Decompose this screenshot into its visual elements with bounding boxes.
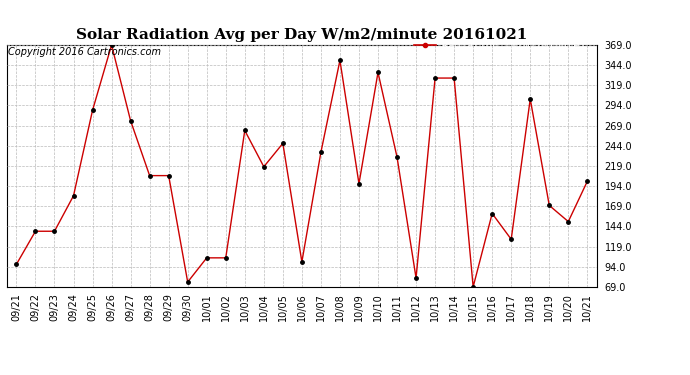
Title: Solar Radiation Avg per Day W/m2/minute 20161021: Solar Radiation Avg per Day W/m2/minute …	[76, 28, 528, 42]
Text: Copyright 2016 Cartronics.com: Copyright 2016 Cartronics.com	[8, 47, 161, 57]
Text: Radiation (W/m2/Minute): Radiation (W/m2/Minute)	[442, 40, 585, 50]
